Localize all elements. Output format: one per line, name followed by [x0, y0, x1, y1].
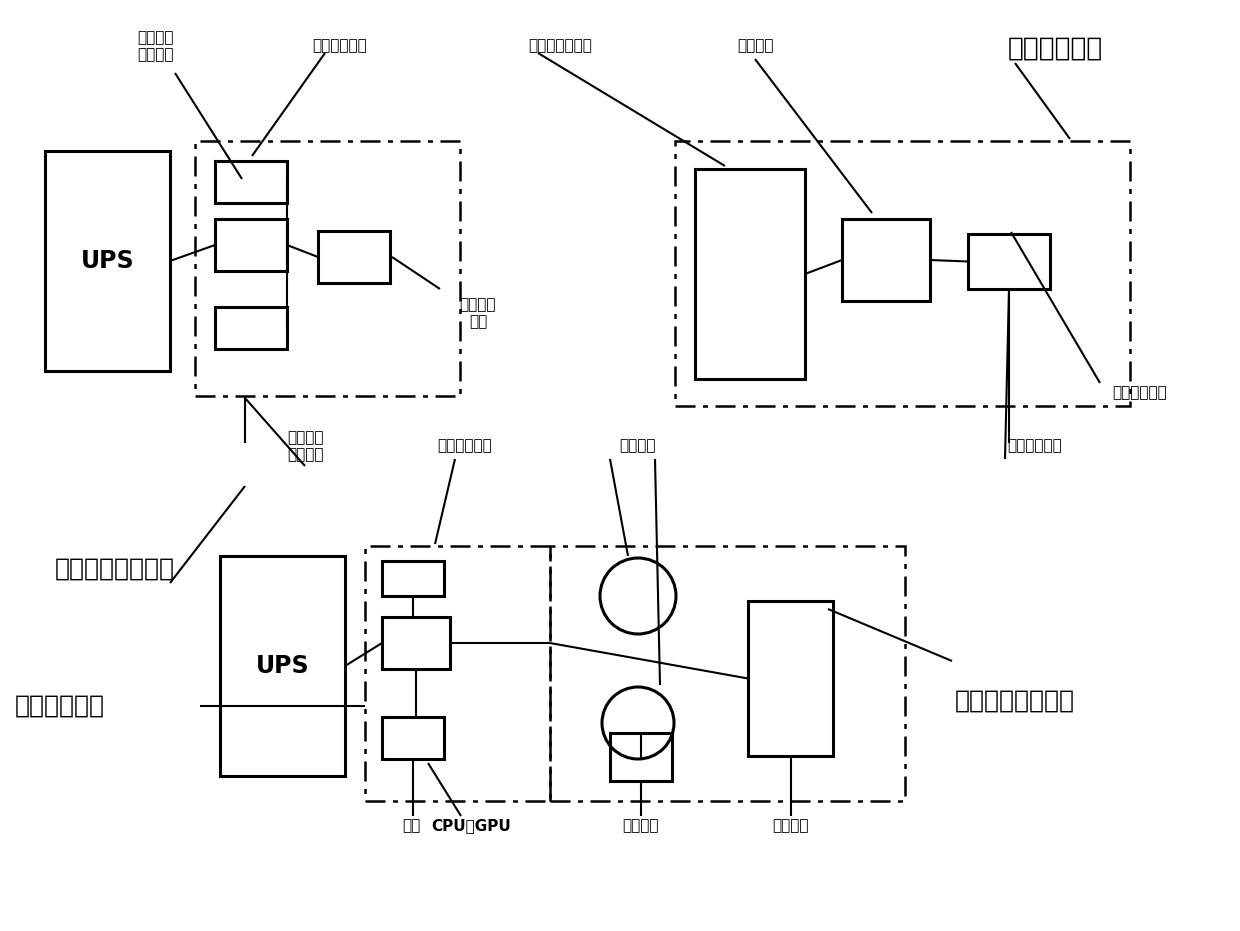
Bar [694, 169, 805, 379]
Bar [215, 219, 286, 271]
Text: 无限传输
装置: 无限传输 装置 [460, 297, 496, 330]
Bar [382, 717, 444, 759]
Bar [551, 546, 905, 801]
Text: 身份信息采集模块: 身份信息采集模块 [55, 557, 175, 581]
Text: 车速测量装置: 车速测量装置 [312, 38, 367, 53]
Text: 触发装置: 触发装置 [622, 818, 660, 833]
Bar [195, 141, 460, 396]
Bar [748, 601, 833, 756]
Text: CPU和GPU: CPU和GPU [432, 818, 511, 833]
Bar [45, 151, 170, 371]
Text: 车辆信息
获取装置: 车辆信息 获取装置 [136, 30, 174, 62]
Text: 光学系统: 光学系统 [620, 439, 656, 453]
Bar [219, 556, 345, 776]
Text: 无限传输装置: 无限传输装置 [1112, 385, 1167, 400]
Text: 接收单元: 接收单元 [737, 38, 774, 53]
Bar [842, 219, 930, 301]
Text: 外部接收模块: 外部接收模块 [1007, 36, 1102, 62]
Bar [675, 141, 1130, 406]
Text: 无限传输装置: 无限传输装置 [438, 439, 492, 453]
Text: 人员信息
采集装置: 人员信息 采集装置 [286, 430, 324, 462]
Bar [215, 161, 286, 203]
Text: 信息处理模块: 信息处理模块 [15, 694, 105, 718]
Bar [215, 307, 286, 349]
Text: 硬盘: 硬盘 [402, 818, 420, 833]
Text: 计算机外部设备: 计算机外部设备 [528, 38, 591, 53]
Text: 车底图像采集模块: 车底图像采集模块 [955, 689, 1075, 713]
Bar [382, 561, 444, 596]
Text: 采集装置: 采集装置 [773, 818, 808, 833]
Bar [968, 234, 1050, 289]
Bar [317, 231, 391, 283]
Bar [382, 617, 450, 669]
Bar [365, 546, 551, 801]
Text: UPS: UPS [81, 249, 134, 273]
Text: UPS: UPS [255, 654, 309, 678]
Text: 无限传输装置: 无限传输装置 [1008, 439, 1063, 453]
Bar [610, 733, 672, 781]
